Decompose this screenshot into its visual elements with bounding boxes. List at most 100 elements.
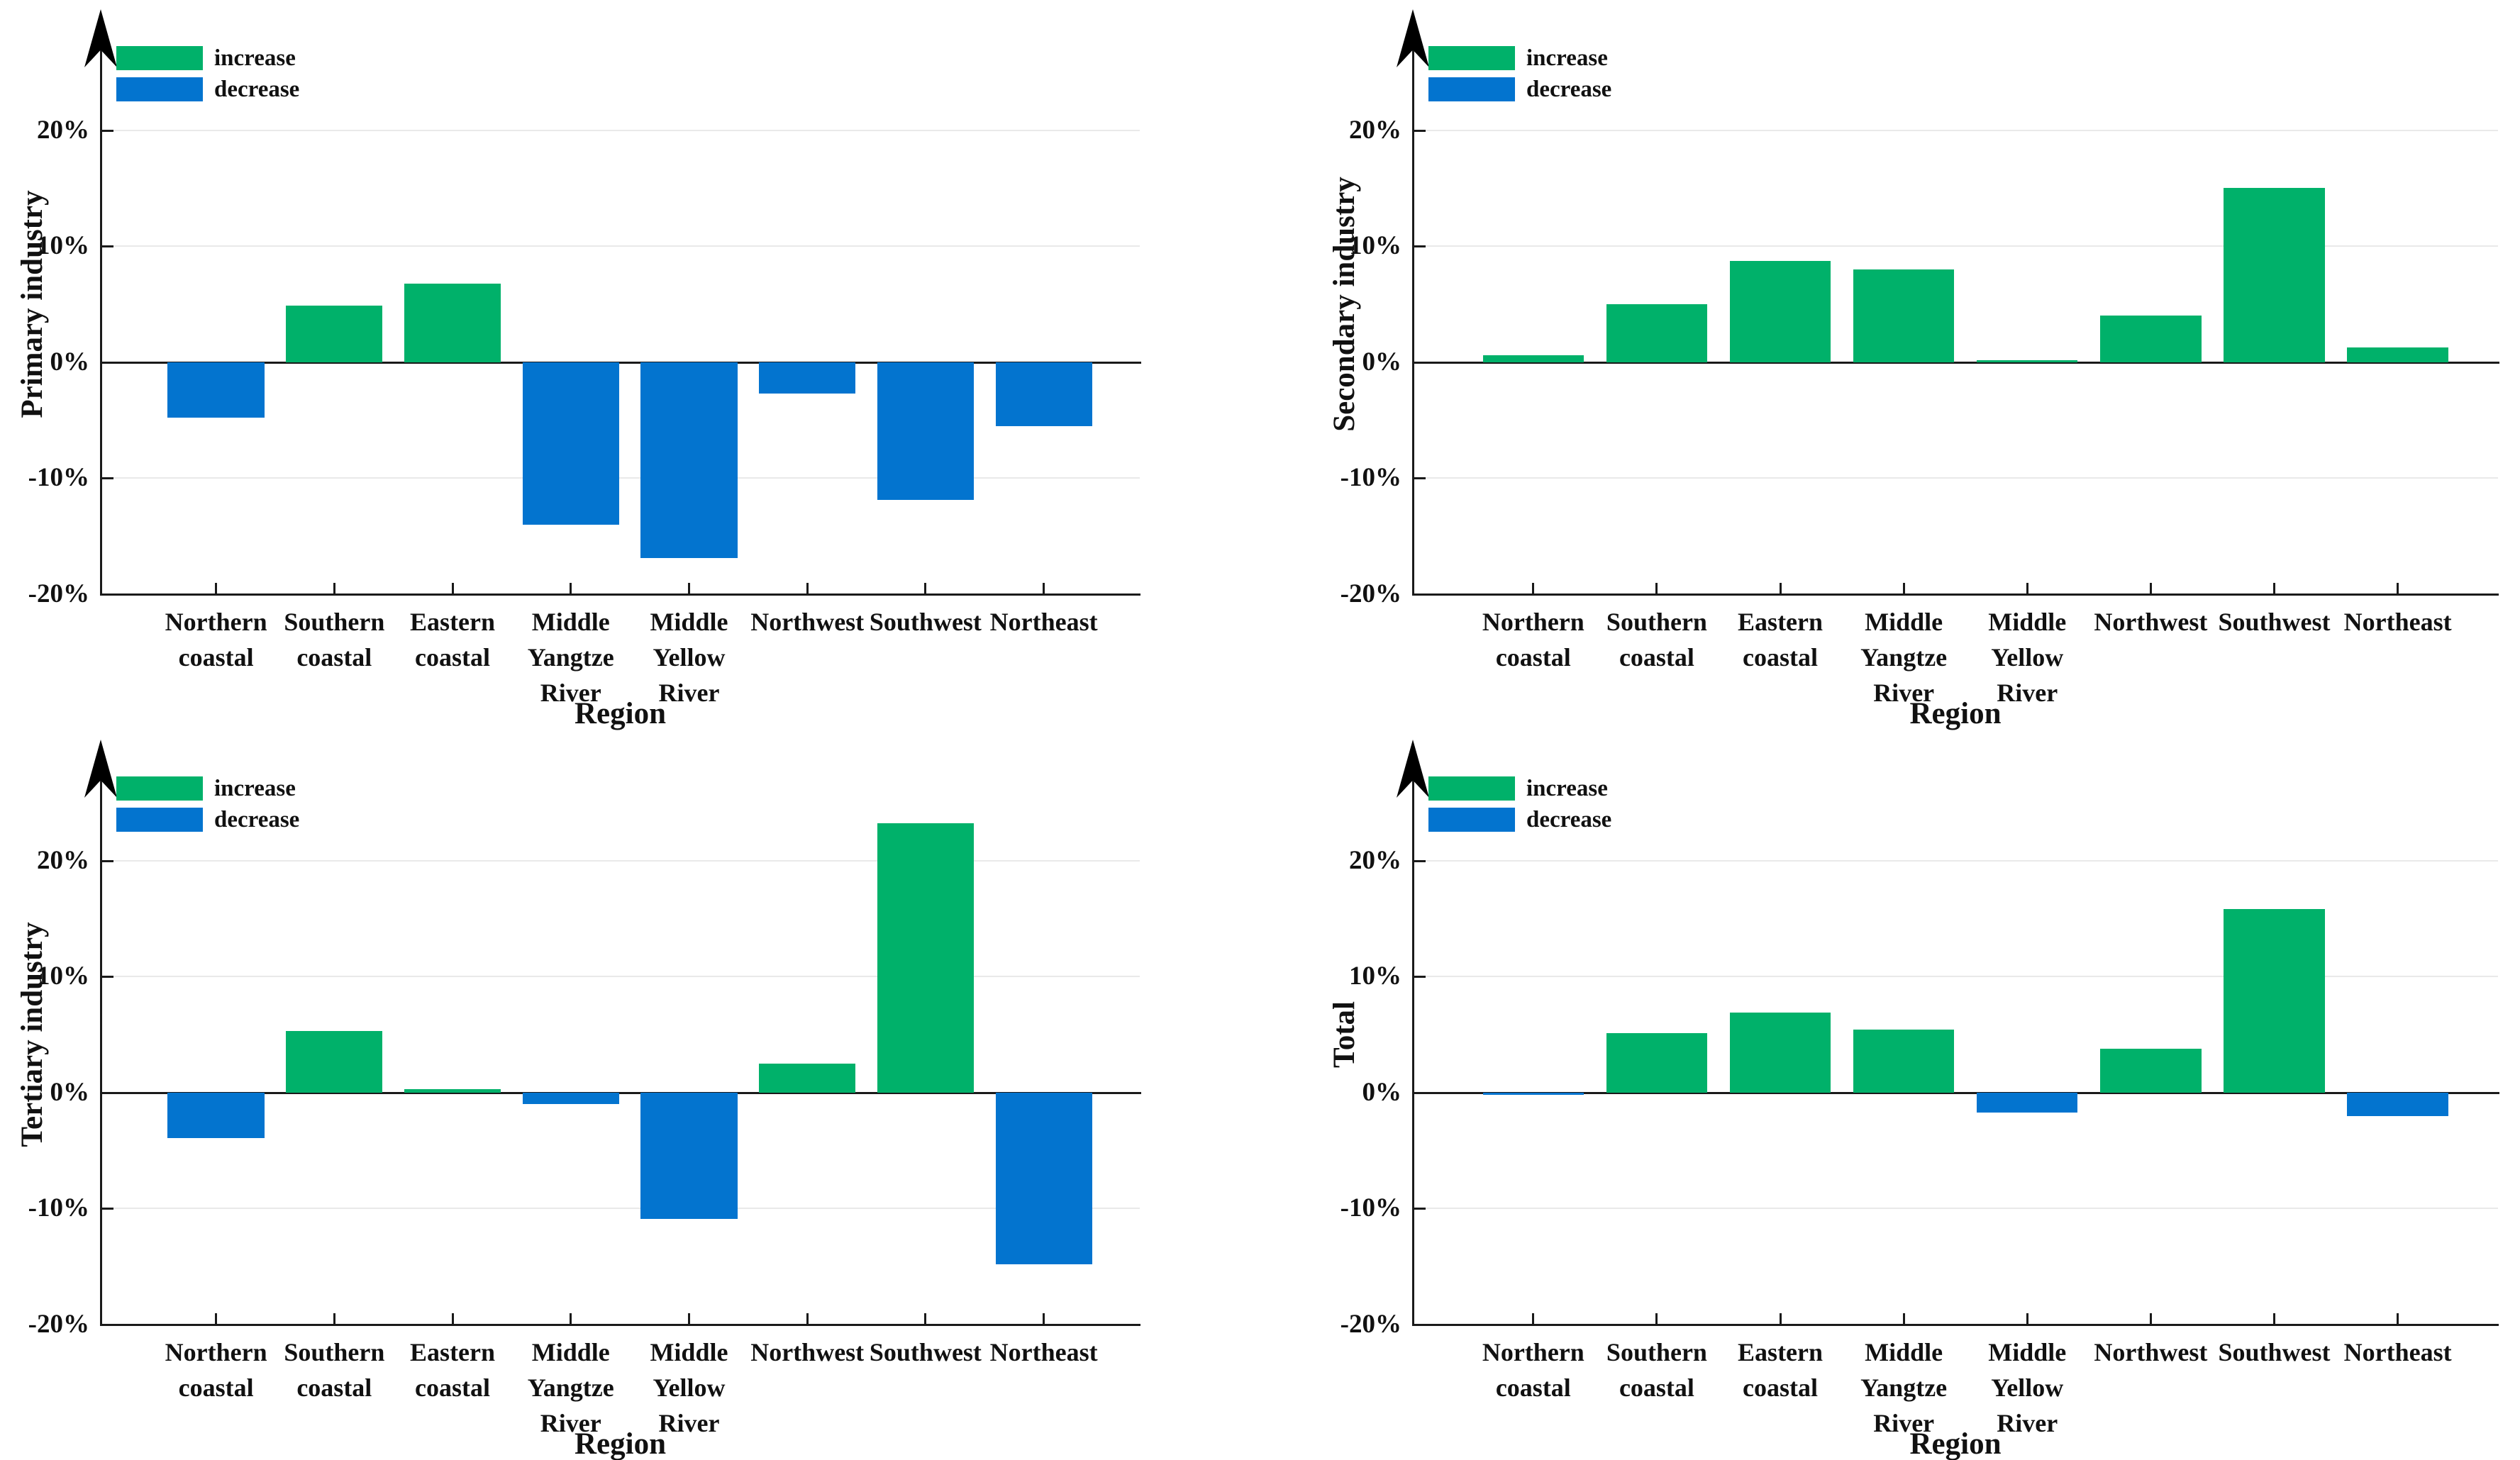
bar-increase-southern-coastal <box>286 305 383 362</box>
x-category-label-line: Yellow <box>653 1373 726 1402</box>
bar-increase-southern-coastal <box>1606 304 1708 362</box>
x-axis-tick <box>1902 583 1905 594</box>
bar-decrease-middle-yellow-river <box>640 362 738 559</box>
x-category-label: Northeast <box>2306 604 2490 640</box>
x-category-label-line: coastal <box>1743 1373 1819 1402</box>
y-tick-label: 20% <box>37 845 89 875</box>
x-category-label-line: Eastern <box>1738 608 1824 636</box>
x-category-label-line: Northeast <box>2343 1338 2452 1366</box>
x-category-label-line: Middle <box>1865 608 1943 636</box>
x-category-label-line: River <box>1873 1409 1935 1437</box>
x-category-label-line: Northeast <box>989 1338 1098 1366</box>
x-axis-tick <box>570 583 572 594</box>
y-axis-tick <box>101 1208 113 1210</box>
x-category-label-line: Northwest <box>750 608 865 636</box>
bar-increase-southwest <box>2224 909 2325 1093</box>
x-category-label: Middle Yellow River <box>596 1334 781 1441</box>
legend-label-increase: increase <box>1526 45 1608 71</box>
gridline-20 <box>101 129 1140 131</box>
x-axis-tick <box>924 583 927 594</box>
x-category-label: Northwest <box>715 604 899 640</box>
bar-decrease-middle-yangtze-river <box>522 1092 619 1105</box>
legend-swatch-decrease <box>116 808 203 832</box>
bar-increase-northeast <box>2347 347 2448 362</box>
x-axis-line <box>1412 594 2499 596</box>
y-axis-tick <box>101 477 113 480</box>
x-category-label-line: Northern <box>165 608 267 636</box>
bar-decrease-middle-yellow-river <box>1977 1092 2078 1113</box>
x-category-label-line: Southwest <box>2218 1338 2331 1366</box>
legend-label-decrease: decrease <box>1526 807 1612 832</box>
x-category-label-line: River <box>1997 679 2058 707</box>
gridline--10 <box>101 477 1140 479</box>
x-category-label-line: Northwest <box>750 1338 865 1366</box>
x-category-label-line: Eastern <box>410 1338 496 1366</box>
legend-row-increase: increase <box>116 46 299 70</box>
x-axis-tick <box>215 1313 218 1325</box>
x-axis-tick <box>1043 583 1045 594</box>
y-tick-label: 10% <box>37 231 89 261</box>
x-category-label: Eastern coastal <box>360 1334 545 1405</box>
x-category-label-line: River <box>1873 679 1935 707</box>
gridline-10 <box>101 245 1140 247</box>
y-axis-tick <box>101 129 113 132</box>
bar-increase-middle-yangtze-river <box>1853 269 1955 362</box>
x-category-label: Southwest <box>2182 1334 2367 1370</box>
legend: increase decrease <box>116 776 299 839</box>
zero-line <box>101 361 1141 364</box>
x-category-label: Southwest <box>2182 604 2367 640</box>
y-tick-label: -20% <box>1340 579 1401 608</box>
x-category-label-line: coastal <box>1619 1373 1694 1402</box>
x-category-label: Eastern coastal <box>360 604 545 675</box>
x-category-label: Northeast <box>952 1334 1136 1370</box>
y-axis-title: Tertiary industry <box>16 922 49 1147</box>
x-category-label: Eastern coastal <box>1688 1334 1872 1405</box>
y-tick-label: -10% <box>28 463 89 493</box>
gridline-20 <box>101 859 1140 862</box>
x-category-label: Southern coastal <box>242 1334 426 1405</box>
x-category-label-line: Middle <box>650 1338 728 1366</box>
x-category-label: Southern coastal <box>1565 1334 1749 1405</box>
x-category-label: Northern coastal <box>124 1334 309 1405</box>
legend-swatch-increase <box>1428 46 1515 70</box>
y-axis-tick <box>1413 1208 1426 1210</box>
x-category-label-line: coastal <box>1495 643 1571 672</box>
legend-row-decrease: decrease <box>1428 77 1611 101</box>
x-category-label-line: Middle <box>531 608 610 636</box>
x-axis-tick <box>2149 1313 2152 1325</box>
x-category-label-line: Northwest <box>2094 608 2208 636</box>
x-category-label-line: Northeast <box>2343 608 2452 636</box>
gridline--10 <box>1413 1208 2498 1210</box>
bar-increase-eastern-coastal <box>1729 1012 1831 1093</box>
x-axis-title: Region <box>575 697 666 730</box>
x-category-label-line: River <box>540 679 601 707</box>
x-category-label-line: Yangtze <box>1860 643 1948 672</box>
gridline-10 <box>101 976 1140 978</box>
x-category-label: Northern coastal <box>124 604 309 675</box>
x-category-label: Middle Yellow River <box>1935 1334 2119 1441</box>
x-category-label: Northwest <box>2058 604 2243 640</box>
gridline--10 <box>101 1208 1140 1210</box>
x-axis-tick <box>2149 583 2152 594</box>
bar-increase-southern-coastal <box>1606 1033 1708 1093</box>
y-tick-label: 0% <box>1362 347 1402 377</box>
legend-label-decrease: decrease <box>214 77 300 102</box>
legend-label-decrease: decrease <box>1526 77 1612 102</box>
x-category-label-line: coastal <box>178 643 254 672</box>
x-category-label: Middle Yangtze River <box>1811 1334 1996 1441</box>
bar-increase-eastern-coastal <box>1729 261 1831 362</box>
x-category-label-line: coastal <box>296 643 372 672</box>
legend-swatch-increase <box>116 46 203 70</box>
y-tick-label: 0% <box>1362 1077 1402 1107</box>
y-tick-label: -10% <box>1340 1193 1401 1223</box>
x-axis-tick <box>2273 1313 2275 1325</box>
legend-swatch-increase <box>1428 776 1515 801</box>
bar-increase-eastern-coastal <box>404 1088 501 1093</box>
y-tick-label: 0% <box>50 1077 90 1107</box>
y-axis-tick <box>1413 477 1426 480</box>
y-axis-tick <box>1413 859 1426 862</box>
bar-increase-eastern-coastal <box>404 283 501 362</box>
x-axis-line <box>1412 1324 2499 1326</box>
x-axis-tick <box>1779 1313 1782 1325</box>
